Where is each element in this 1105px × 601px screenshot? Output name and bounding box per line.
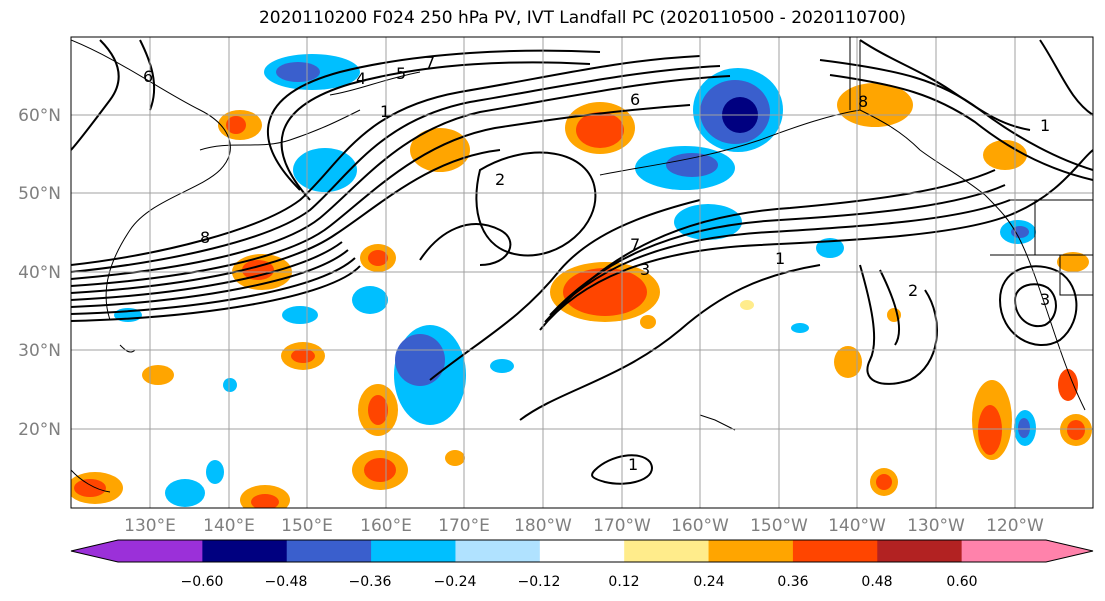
contour-label: 8 xyxy=(858,92,868,111)
colorbar-tick-label: 0.48 xyxy=(861,574,892,590)
colorbar-tick-label: 0.24 xyxy=(693,574,724,590)
contour-label: 8 xyxy=(200,228,210,247)
contour-label: 7 xyxy=(425,53,435,72)
colorbar-segment xyxy=(792,540,878,562)
colorbar xyxy=(70,539,1094,563)
colorbar-extend-high xyxy=(1046,540,1093,562)
lon-label: 130°E xyxy=(124,516,176,536)
colorbar-tick-labels: −0.60 −0.48 −0.36 −0.24 −0.12 0.12 0.24 … xyxy=(181,574,978,590)
contour-label: 5 xyxy=(396,64,406,83)
lon-label: 150°E xyxy=(281,516,333,536)
colorbar-segment xyxy=(539,540,625,562)
lon-label: 160°W xyxy=(671,516,729,536)
lon-label: 170°E xyxy=(438,516,490,536)
lon-label: 160°E xyxy=(360,516,412,536)
colorbar-segment xyxy=(961,540,1047,562)
contour-label: 6 xyxy=(630,90,640,109)
colorbar-segment xyxy=(624,540,710,562)
contour-label: 4 xyxy=(356,69,366,88)
lat-label: 60°N xyxy=(18,106,61,126)
colorbar-tick-label: 0.12 xyxy=(608,574,639,590)
contour-label: 7 xyxy=(630,235,640,254)
colorbar-outline xyxy=(70,539,1094,563)
lat-label: 40°N xyxy=(18,263,61,283)
lat-label: 20°N xyxy=(18,420,61,440)
contour-label: 3 xyxy=(640,260,650,279)
map-frame xyxy=(70,36,1094,509)
contour-labels: 1 1 2 3 4 5 6 6 7 7 8 8 1 1 2 3 xyxy=(143,53,1050,474)
contour-label: 1 xyxy=(1040,116,1050,135)
latitude-labels: 60°N 50°N 40°N 30°N 20°N xyxy=(18,106,61,440)
contour-label: 2 xyxy=(908,281,918,300)
colorbar-extend-low xyxy=(71,540,118,562)
colorbar-segment xyxy=(371,540,456,562)
contour-label: 6 xyxy=(143,67,153,86)
colorbar-segment xyxy=(877,540,963,562)
lat-label: 30°N xyxy=(18,341,61,361)
lat-label: 50°N xyxy=(18,184,61,204)
colorbar-tick-label: −0.24 xyxy=(434,574,477,590)
colorbar-segment xyxy=(708,540,794,562)
colorbar-tick-label: 0.60 xyxy=(946,574,977,590)
colorbar-tick-label: −0.36 xyxy=(349,574,392,590)
lon-label: 130°W xyxy=(907,516,965,536)
colorbar-tick-label: −0.12 xyxy=(518,574,561,590)
contour-label: 1 xyxy=(380,102,390,121)
colorbar-tick-label: 0.36 xyxy=(777,574,808,590)
lon-label: 140°E xyxy=(203,516,255,536)
lon-label: 150°W xyxy=(750,516,808,536)
colorbar-segment xyxy=(118,540,203,562)
colorbar-segment xyxy=(286,540,372,562)
lon-label: 140°W xyxy=(828,516,886,536)
map-title: 2020110200 F024 250 hPa PV, IVT Landfall… xyxy=(258,8,906,28)
contour-label: 3 xyxy=(1040,290,1050,309)
gridlines xyxy=(71,37,1093,508)
longitude-labels: 130°E 140°E 150°E 160°E 170°E 180°W 170°… xyxy=(124,516,1044,536)
lon-label: 170°W xyxy=(593,516,651,536)
colorbar-tick-label: −0.48 xyxy=(265,574,308,590)
contour-label: 2 xyxy=(495,170,505,189)
colorbar-segment xyxy=(455,540,541,562)
colorbar-segment xyxy=(202,540,288,562)
lon-label: 120°W xyxy=(986,516,1044,536)
colorbar-tick-label: −0.60 xyxy=(181,574,224,590)
contour-label: 1 xyxy=(628,455,638,474)
borders xyxy=(849,37,1093,296)
coastlines xyxy=(71,39,1086,493)
lon-label: 180°W xyxy=(514,516,572,536)
contour-label: 1 xyxy=(775,249,785,268)
